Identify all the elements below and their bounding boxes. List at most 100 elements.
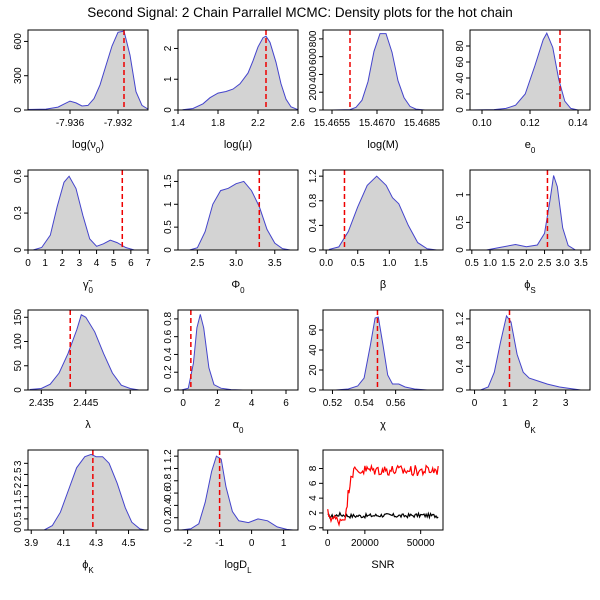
y-tick-label: 0 xyxy=(163,527,174,533)
x-tick-label: 3.5 xyxy=(268,258,282,269)
y-tick-label: 0 xyxy=(308,387,319,393)
plot-frame xyxy=(469,169,591,251)
y-tick-label: 0.4 xyxy=(308,218,319,232)
x-tick-label: 1 xyxy=(502,398,508,409)
x-axis-label: e0 xyxy=(525,139,536,155)
density-fill xyxy=(30,314,140,390)
x-tick-label: 2.5 xyxy=(190,258,204,269)
x-tick-label: 2.5 xyxy=(538,258,552,269)
density-line xyxy=(470,175,590,251)
x-tick-label: 7 xyxy=(145,258,151,269)
y-tick-label: 0 xyxy=(163,387,174,393)
density-fill xyxy=(183,36,298,111)
y-tick-label: 0.2 xyxy=(163,510,174,524)
y-tick-label: 2 xyxy=(308,510,319,516)
panel-10: 0 2 4 6 0 0.2 0.4 0.6 0.8 α0 xyxy=(163,309,299,435)
x-tick-label: 4.5 xyxy=(122,538,136,549)
x-tick-label: 3 xyxy=(77,258,83,269)
x-tick-label: 0.0 xyxy=(319,258,333,269)
x-tick-label: 0 xyxy=(249,538,255,549)
y-tick-label: 600 xyxy=(13,33,24,50)
x-tick-label: 0.54 xyxy=(354,398,374,409)
panel-11: 0.52 0.54 0.56 0 20 40 60 χ xyxy=(308,309,444,431)
y-tick-label: 1 xyxy=(163,465,174,471)
y-tick-label: 150 xyxy=(13,309,24,326)
x-tick-label: 2.6 xyxy=(291,118,305,129)
plot-frame xyxy=(177,309,299,391)
x-tick-label: 2.445 xyxy=(73,398,98,409)
x-tick-label: 0.12 xyxy=(520,118,540,129)
density-line xyxy=(469,32,590,111)
y-tick-label: 0 xyxy=(308,525,319,531)
y-tick-label: 1 xyxy=(13,505,24,511)
x-tick-label: 0.10 xyxy=(472,118,492,129)
x-tick-label: 1 xyxy=(281,538,287,549)
y-tick-label: 0.6 xyxy=(163,486,174,500)
x-axis-label: logDL xyxy=(224,559,252,575)
y-tick-label: 8 xyxy=(308,465,319,471)
x-tick-label: 0.52 xyxy=(323,398,343,409)
plot-frame xyxy=(27,169,149,251)
y-tick-label: 1.2 xyxy=(308,169,319,183)
panel-13: 3.9 4.1 4.3 4.5 00.51 1.522.53 ϕK xyxy=(13,449,149,575)
x-tick-label: 0.5 xyxy=(351,258,365,269)
x-tick-label: 1.4 xyxy=(171,118,185,129)
x-axis-label: χ xyxy=(380,419,386,431)
y-tick-label: 20 xyxy=(455,88,466,100)
y-tick-label: 2 xyxy=(163,45,174,51)
y-tick-label: 0.4 xyxy=(163,347,174,361)
y-tick-label: 0.6 xyxy=(163,329,174,343)
density-fill xyxy=(28,31,148,111)
y-tick-label: 1 xyxy=(455,192,466,198)
panel-5: 0 1 2 3 4 5 6 700.30.6γ̃0 xyxy=(13,169,151,295)
y-tick-label: 800 xyxy=(308,30,319,47)
panel-2: 1.4 1.8 2.2 2.6 0 1 2 log(μ) xyxy=(163,29,305,151)
x-axis-label: α0 xyxy=(233,419,244,435)
x-tick-label: 1.0 xyxy=(382,258,396,269)
y-tick-label: 6 xyxy=(308,480,319,486)
plot-frame xyxy=(322,169,444,251)
plot-frame xyxy=(27,449,149,531)
x-axis-label: SNR xyxy=(371,559,394,571)
density-line xyxy=(27,30,149,110)
panel-8: 0.5 1.0 1.5 2.0 2.5 3.0 3.5 0 0.5 1 ϕS xyxy=(455,169,591,295)
density-line xyxy=(323,33,443,111)
panel-15: 0 20000 50000 0 2 4 6 8 SNR xyxy=(308,449,444,571)
density-fill xyxy=(480,315,581,390)
y-tick-label: 1.5 xyxy=(13,489,24,503)
x-tick-label: 6 xyxy=(128,258,134,269)
x-tick-label: 0.14 xyxy=(568,118,588,129)
x-tick-label: 1.5 xyxy=(501,258,515,269)
panel-4: 0.10 0.12 0.14 0 20 40 60 80 e0 xyxy=(455,29,591,155)
y-tick-label: 80 xyxy=(455,40,466,52)
x-tick-label: 5 xyxy=(111,258,117,269)
x-tick-label: 1.8 xyxy=(211,118,225,129)
y-tick-label: 1 xyxy=(163,201,174,207)
density-line xyxy=(470,314,590,391)
x-tick-label: -7.932 xyxy=(104,118,133,129)
y-tick-label: 3 xyxy=(13,460,24,466)
x-tick-label: -7.936 xyxy=(56,118,85,129)
panel-12: 0 1 2 3 0 0.4 0.8 1.2 θK xyxy=(455,309,591,435)
y-tick-label: 0.5 xyxy=(13,512,24,526)
plot-frame xyxy=(177,449,299,531)
density-fill xyxy=(329,176,437,250)
y-tick-label: 0 xyxy=(455,387,466,393)
x-axis-label: ϕK xyxy=(82,559,94,575)
density-line xyxy=(178,180,298,251)
x-tick-label: 15.4655 xyxy=(314,118,351,129)
density-line xyxy=(28,453,148,531)
density-line xyxy=(323,175,443,251)
y-tick-label: 200 xyxy=(308,83,319,100)
density-fill xyxy=(181,456,294,530)
y-tick-label: 60 xyxy=(308,324,319,336)
y-tick-label: 0.4 xyxy=(455,359,466,373)
panel-6: 2.5 3.0 3.5 0 0.5 1 1.5 Φ0 xyxy=(163,169,299,295)
x-tick-label: 4.1 xyxy=(57,538,71,549)
y-tick-label: 0 xyxy=(13,107,24,113)
y-tick-label: 0 xyxy=(455,107,466,113)
x-tick-label: 6 xyxy=(283,398,289,409)
x-tick-label: 0.56 xyxy=(386,398,406,409)
density-line xyxy=(28,175,148,251)
plot-frame xyxy=(322,449,444,531)
